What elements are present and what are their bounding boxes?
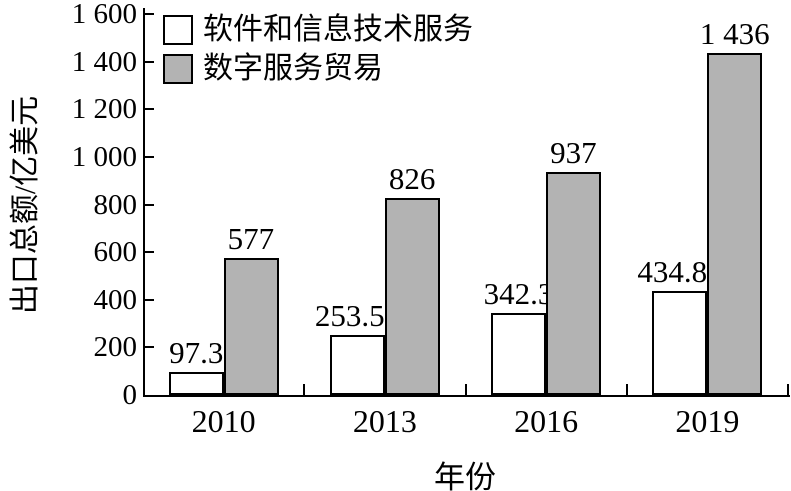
y-tick-mark <box>145 251 154 254</box>
x-axis-title: 年份 <box>434 460 496 491</box>
y-tick-label: 1 400 <box>71 45 137 78</box>
x-axis-line <box>143 395 790 397</box>
bar-digital-trade <box>546 171 602 395</box>
x-category-label: 2013 <box>352 403 417 439</box>
x-category-label: 2010 <box>191 403 256 439</box>
y-tick-mark <box>145 203 154 206</box>
y-axis-line <box>143 8 145 397</box>
legend-swatch-white-icon <box>163 15 193 45</box>
bar-digital-trade <box>384 198 440 395</box>
bar-software-services <box>168 371 224 395</box>
x-category-label: 2016 <box>514 403 579 439</box>
y-tick-mark <box>145 155 154 158</box>
bar-value-label: 342.3 <box>483 276 554 312</box>
bar-value-label: 826 <box>388 161 436 197</box>
y-tick-label: 800 <box>93 188 138 221</box>
y-tick-mark <box>145 346 154 349</box>
y-tick-label: 200 <box>93 331 138 364</box>
legend-swatch-gray-icon <box>163 54 193 84</box>
x-tick-mark <box>303 384 306 395</box>
bar-value-label: 937 <box>550 134 597 170</box>
y-tick-label: 0 <box>122 379 138 411</box>
y-tick-label: 400 <box>93 283 138 316</box>
y-tick-mark <box>145 298 154 301</box>
bar-software-services <box>491 313 547 395</box>
x-tick-mark <box>625 384 628 395</box>
bar-digital-trade <box>707 53 763 395</box>
bar-value-label: 577 <box>227 220 275 256</box>
bar-digital-trade <box>223 257 279 395</box>
bar-value-label: 1 436 <box>699 16 770 52</box>
y-tick-mark <box>145 108 154 111</box>
y-tick-label: 1 000 <box>71 140 137 173</box>
y-tick-mark <box>145 60 154 63</box>
legend: 软件和信息技术服务 数字服务贸易 <box>163 14 473 92</box>
bar-software-services <box>652 291 708 395</box>
legend-label: 软件和信息技术服务 <box>203 13 473 46</box>
y-tick-label: 1 600 <box>71 0 137 30</box>
legend-item: 数字服务贸易 <box>163 53 473 85</box>
bar-value-label: 97.3 <box>169 334 224 370</box>
y-tick-label: 600 <box>93 236 138 269</box>
legend-label: 数字服务贸易 <box>203 52 383 85</box>
bar-software-services <box>329 334 385 395</box>
x-tick-mark <box>464 384 467 395</box>
y-tick-label: 1 200 <box>71 93 137 126</box>
legend-item: 软件和信息技术服务 <box>163 14 473 46</box>
y-tick-mark <box>145 13 154 15</box>
x-category-label: 2019 <box>675 403 740 439</box>
x-tick-mark <box>787 384 789 395</box>
